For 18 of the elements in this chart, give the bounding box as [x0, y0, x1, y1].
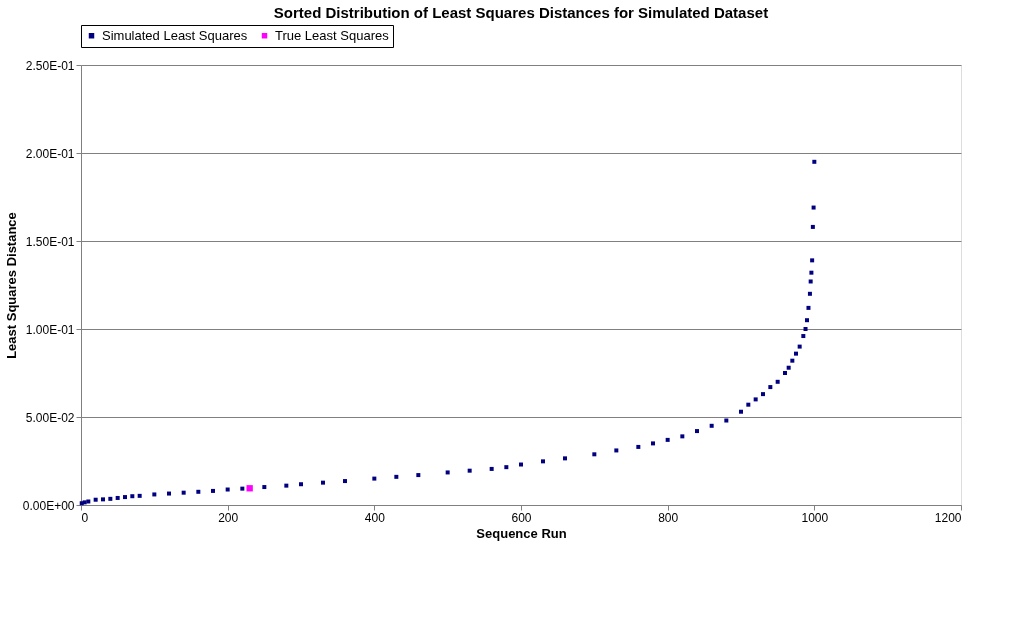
y-tick-label: 1.50E-01	[25, 234, 75, 249]
x-tick-label: 200	[218, 510, 239, 525]
y-axis-title: Least Squares Distance	[3, 212, 19, 359]
x-axis-title: Sequence Run	[476, 525, 567, 541]
x-tick-label: 0	[81, 510, 89, 525]
y-tick-label: 5.00E-02	[25, 410, 75, 425]
x-tick-label: 400	[364, 510, 386, 525]
y-tick-label: 2.50E-01	[25, 58, 75, 73]
x-tick-label: 600	[511, 510, 532, 525]
chart-title: Sorted Distribution of Least Squares Distances for Simulated Dataset	[273, 3, 769, 21]
x-tick-label: 1200	[934, 510, 962, 525]
legend-label: True Least Squares	[275, 27, 390, 43]
legend-label: Simulated Least Squares	[102, 27, 248, 43]
y-tick-label: 1.00E-01	[25, 322, 75, 337]
y-tick-label: 2.00E-01	[25, 146, 75, 161]
x-tick-label: 800	[658, 510, 679, 525]
x-tick-label: 1000	[801, 510, 829, 525]
y-tick-label: 0.00E+00	[22, 498, 75, 513]
